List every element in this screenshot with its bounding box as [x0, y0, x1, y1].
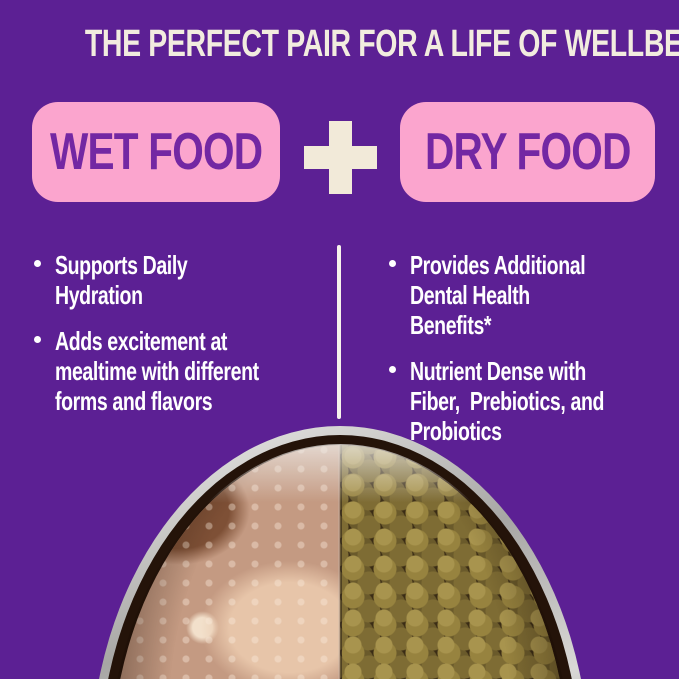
- plus-icon: [304, 121, 377, 194]
- page-title: THE PERFECT PAIR FOR A LIFE OF WELLBEING: [84, 23, 679, 65]
- dry-food-label: DRY FOOD: [424, 123, 631, 181]
- wet-benefit-2: Adds excitement at mealtime with differe…: [55, 326, 259, 416]
- food-split: [111, 445, 569, 679]
- wet-food-label: WET FOOD: [49, 123, 263, 181]
- bowl-photo: *Provides additional dental health benef…: [0, 420, 679, 679]
- bowl-interior: [99, 435, 581, 679]
- steel-bowl: [90, 426, 590, 679]
- wet-food-badge: WET FOOD: [32, 102, 280, 202]
- food-split-line: [338, 445, 342, 679]
- bullet-icon: [34, 336, 41, 343]
- dry-food-badge: DRY FOOD: [400, 102, 655, 202]
- list-item: Nutrient Dense with Fiber, Prebiotics, a…: [389, 356, 679, 446]
- list-item: Provides Additional Dental Health Benefi…: [389, 250, 679, 340]
- dry-benefits-list: Provides Additional Dental Health Benefi…: [389, 250, 679, 462]
- list-item: Adds excitement at mealtime with differe…: [34, 326, 327, 416]
- wet-benefit-1: Supports Daily Hydration: [55, 250, 188, 310]
- dry-benefit-1: Provides Additional Dental Health Benefi…: [410, 250, 586, 340]
- list-item: Supports Daily Hydration: [34, 250, 327, 310]
- bullet-icon: [34, 260, 41, 267]
- dry-kibble-half: [340, 445, 569, 679]
- bullet-icon: [389, 260, 396, 267]
- dry-benefit-2: Nutrient Dense with Fiber, Prebiotics, a…: [410, 356, 605, 446]
- column-divider: [337, 245, 341, 419]
- wet-food-half: [111, 445, 340, 679]
- wet-benefits-list: Supports Daily Hydration Adds excitement…: [34, 250, 327, 432]
- bullet-icon: [389, 366, 396, 373]
